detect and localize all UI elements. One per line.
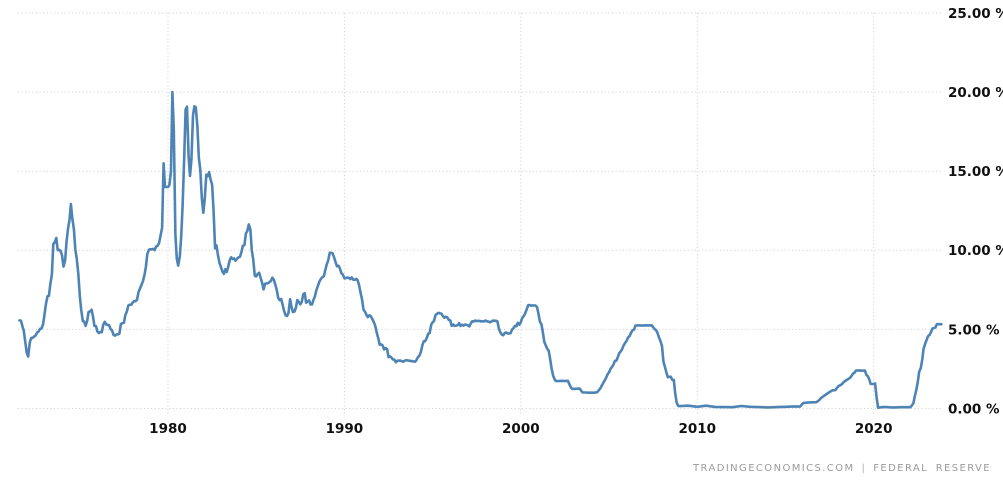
x-axis-tick-label: 1990 — [326, 421, 364, 437]
chart-attribution: TRADINGECONOMICS.COM | FEDERAL RESERVE — [693, 463, 991, 474]
y-axis-tick-label: 15.00 % — [948, 164, 1003, 180]
y-axis-tick-label: 25.00 % — [948, 6, 1003, 22]
x-axis-tick-label: 2010 — [678, 421, 716, 437]
attribution-separator: | — [861, 463, 867, 474]
x-axis-tick-label: 2020 — [855, 421, 893, 437]
x-axis-tick-label: 1980 — [149, 421, 187, 437]
x-axis-tick-label: 2000 — [502, 421, 540, 437]
y-axis-tick-label: 5.00 % — [948, 322, 1000, 338]
attribution-provider: FEDERAL RESERVE — [873, 463, 991, 474]
attribution-source: TRADINGECONOMICS.COM — [693, 463, 855, 474]
series-line — [18, 90, 943, 409]
y-axis-tick-label: 0.00 % — [948, 401, 1000, 417]
y-axis-tick-label: 10.00 % — [948, 243, 1003, 259]
y-axis-tick-label: 20.00 % — [948, 85, 1003, 101]
